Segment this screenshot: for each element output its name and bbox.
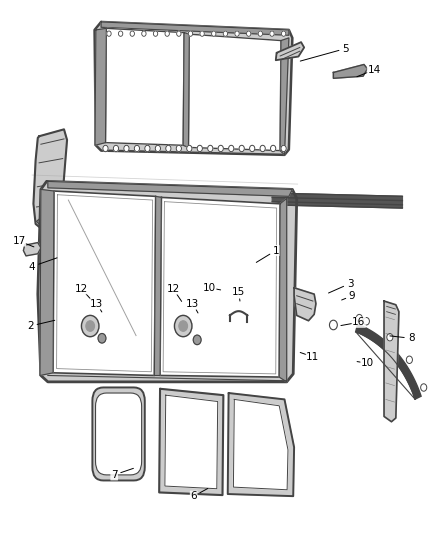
Polygon shape: [48, 181, 292, 196]
Circle shape: [329, 320, 337, 330]
Text: 10: 10: [361, 358, 374, 368]
Text: 12: 12: [75, 284, 88, 294]
Text: 10: 10: [203, 283, 216, 293]
Circle shape: [258, 31, 262, 36]
Circle shape: [81, 316, 99, 337]
Polygon shape: [40, 189, 54, 375]
Text: 7: 7: [111, 470, 117, 480]
Polygon shape: [356, 324, 421, 399]
Circle shape: [179, 321, 187, 332]
Circle shape: [406, 356, 413, 364]
Text: 13: 13: [90, 298, 103, 309]
Circle shape: [193, 335, 201, 345]
Circle shape: [187, 146, 192, 152]
Text: 4: 4: [29, 262, 35, 271]
Polygon shape: [36, 214, 64, 228]
Circle shape: [235, 31, 239, 36]
Circle shape: [281, 146, 286, 152]
Text: 3: 3: [346, 279, 353, 288]
Text: 11: 11: [306, 352, 319, 362]
Circle shape: [239, 146, 244, 152]
Text: 6: 6: [191, 491, 197, 501]
Circle shape: [282, 31, 286, 36]
Circle shape: [208, 146, 213, 152]
Circle shape: [260, 146, 265, 152]
Polygon shape: [188, 34, 281, 151]
Circle shape: [166, 146, 171, 152]
Circle shape: [356, 314, 362, 322]
Circle shape: [200, 31, 204, 36]
Polygon shape: [333, 64, 367, 78]
Polygon shape: [23, 243, 41, 256]
Polygon shape: [38, 181, 297, 382]
Text: 12: 12: [166, 284, 180, 294]
Polygon shape: [95, 22, 292, 155]
Text: 16: 16: [352, 317, 365, 327]
Polygon shape: [280, 38, 289, 155]
Polygon shape: [279, 198, 287, 382]
Circle shape: [142, 31, 146, 36]
Circle shape: [177, 31, 181, 36]
Polygon shape: [159, 389, 223, 495]
Circle shape: [145, 146, 150, 152]
Circle shape: [113, 146, 119, 152]
FancyBboxPatch shape: [95, 393, 141, 475]
Text: 2: 2: [27, 321, 34, 331]
Polygon shape: [165, 395, 218, 489]
Circle shape: [229, 146, 234, 152]
Circle shape: [134, 146, 140, 152]
Circle shape: [363, 318, 369, 325]
Circle shape: [420, 384, 427, 391]
Text: 13: 13: [186, 298, 199, 309]
Polygon shape: [228, 393, 294, 496]
Circle shape: [197, 146, 202, 152]
Polygon shape: [183, 33, 189, 148]
Polygon shape: [233, 399, 288, 490]
Circle shape: [165, 31, 170, 36]
Polygon shape: [294, 288, 316, 321]
Circle shape: [98, 334, 106, 343]
Polygon shape: [276, 42, 304, 60]
Circle shape: [124, 146, 129, 152]
Polygon shape: [272, 193, 403, 208]
Circle shape: [387, 334, 393, 341]
Circle shape: [103, 146, 108, 152]
Circle shape: [155, 146, 160, 152]
Circle shape: [270, 31, 274, 36]
Text: 15: 15: [232, 287, 245, 297]
Text: 8: 8: [408, 333, 414, 343]
Circle shape: [153, 31, 158, 36]
Polygon shape: [154, 196, 161, 375]
Text: 14: 14: [367, 65, 381, 75]
Polygon shape: [106, 28, 184, 146]
Polygon shape: [160, 197, 280, 377]
FancyBboxPatch shape: [92, 387, 145, 480]
Text: 9: 9: [349, 290, 356, 301]
Polygon shape: [101, 22, 289, 35]
Circle shape: [218, 146, 223, 152]
Circle shape: [118, 31, 123, 36]
Polygon shape: [384, 301, 399, 422]
Circle shape: [86, 321, 95, 332]
Text: 17: 17: [12, 236, 26, 246]
Text: 1: 1: [272, 246, 279, 255]
Circle shape: [130, 31, 134, 36]
Circle shape: [223, 31, 228, 36]
Circle shape: [176, 146, 181, 152]
Circle shape: [107, 31, 111, 36]
Polygon shape: [33, 130, 67, 228]
Circle shape: [271, 146, 276, 152]
Circle shape: [250, 146, 255, 152]
Circle shape: [188, 31, 193, 36]
Text: 5: 5: [343, 44, 349, 53]
Polygon shape: [53, 191, 155, 375]
Circle shape: [174, 316, 192, 337]
Circle shape: [212, 31, 216, 36]
Polygon shape: [95, 28, 106, 146]
Circle shape: [247, 31, 251, 36]
